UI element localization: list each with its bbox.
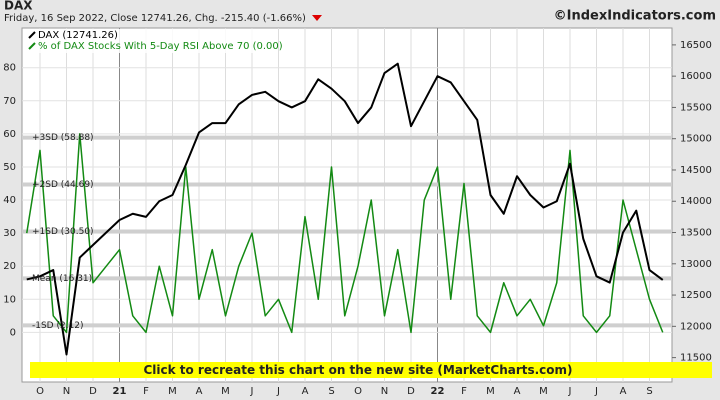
chart-title: DAX <box>4 0 33 13</box>
y2-tick-label: 12000 <box>680 321 712 332</box>
y-tick-label: 50 <box>3 162 16 173</box>
y-tick-label: 30 <box>3 228 16 239</box>
sd-band-label: +3SD (58.88) <box>32 133 94 143</box>
x-tick-label: 22 <box>431 386 445 397</box>
x-tick-label: M <box>539 386 548 397</box>
grid <box>22 28 676 382</box>
y-tick-label: 70 <box>3 96 16 107</box>
sd-band-label: +2SD (44.69) <box>32 180 94 190</box>
x-tick-label: S <box>646 386 652 397</box>
y2-tick-label: 14000 <box>680 196 712 207</box>
x-tick-label: M <box>168 386 177 397</box>
y2-tick-label: 16000 <box>680 71 712 82</box>
sd-band-label: +1SD (30.50) <box>32 227 94 237</box>
banner[interactable] <box>30 362 712 378</box>
legend-swatch <box>28 31 36 39</box>
source: ©IndexIndicators.com <box>554 9 716 24</box>
y-tick-label: 80 <box>3 63 16 74</box>
sd-band-label: Mean (16.31) <box>32 274 92 284</box>
legend-label: DAX (12741.26) <box>38 30 118 41</box>
x-tick-label: D <box>89 386 97 397</box>
legend-box <box>26 29 276 53</box>
x-tick-label: A <box>196 386 203 397</box>
x-tick-label: O <box>36 386 44 397</box>
banner-text[interactable]: Click to recreate this chart on the new … <box>143 363 572 377</box>
y2-tick-label: 12500 <box>680 290 712 301</box>
overlay: O N D 21 F M A M J J A S O N D 22 F M A M J J A S 0 10 20 30 40 50 60 7… <box>3 29 712 397</box>
y2-tick-label: 11500 <box>680 353 712 364</box>
y-tick-label: 60 <box>3 129 16 140</box>
y-tick-label: 20 <box>3 261 16 272</box>
x-tick-label: N <box>63 386 70 397</box>
down-arrow <box>312 15 322 21</box>
x-tick-label: S <box>328 386 334 397</box>
y-tick-label: 0 <box>10 327 16 338</box>
x-tick-label: O <box>354 386 362 397</box>
banner-link[interactable]: Click to recreate this chart on the new … <box>30 362 712 378</box>
x-tick-label: D <box>407 386 415 397</box>
x-tick-label: F <box>143 386 149 397</box>
x-tick-label: N <box>381 386 388 397</box>
x-tick-label: A <box>620 386 627 397</box>
sd-band-label: -1SD (2.12) <box>32 321 84 331</box>
x-tick-label: J <box>594 386 598 397</box>
x-tick-label: M <box>486 386 495 397</box>
subtitle: Friday, 16 Sep 2022, Close 12741.26, Chg… <box>4 13 306 24</box>
plot-area <box>21 27 673 383</box>
x-tick-label: 21 <box>113 386 127 397</box>
x-tick-label: A <box>514 386 521 397</box>
y-tick-label: 10 <box>3 294 16 305</box>
y2-tick-label: 13000 <box>680 259 712 270</box>
x-tick-label: M <box>221 386 230 397</box>
marks <box>26 62 664 356</box>
y2-tick-label: 16500 <box>680 40 712 51</box>
y2-tick-label: 13500 <box>680 228 712 239</box>
x-tick-label: J <box>276 386 280 397</box>
legend-swatch <box>28 42 36 50</box>
x-tick-label: F <box>461 386 467 397</box>
series-line <box>26 62 664 356</box>
y2-tick-label: 15500 <box>680 102 712 113</box>
series-line <box>26 133 664 334</box>
x-tick-label: J <box>250 386 254 397</box>
x-tick-label: J <box>568 386 572 397</box>
x-tick-label: A <box>302 386 309 397</box>
y-tick-label: 40 <box>3 195 16 206</box>
y2-tick-label: 14500 <box>680 165 712 176</box>
legend-label: % of DAX Stocks With 5-Day RSI Above 70 … <box>38 41 283 52</box>
legend: DAX (12741.26)% of DAX Stocks With 5-Day… <box>26 29 283 53</box>
y2-tick-label: 15000 <box>680 134 712 145</box>
